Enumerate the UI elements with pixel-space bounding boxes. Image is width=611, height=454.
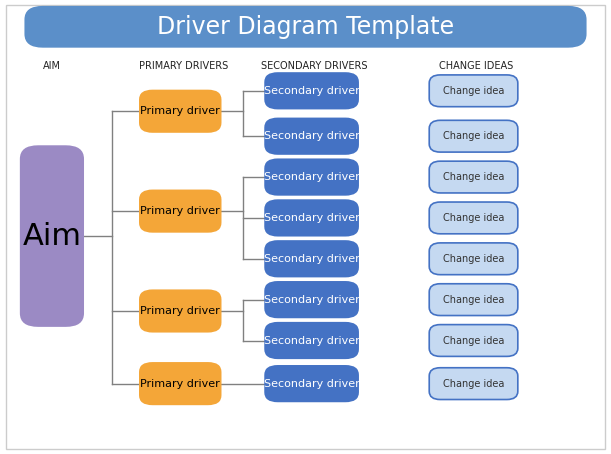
FancyBboxPatch shape xyxy=(139,290,221,332)
Text: Change idea: Change idea xyxy=(443,213,504,223)
FancyBboxPatch shape xyxy=(429,75,518,107)
FancyBboxPatch shape xyxy=(264,199,359,237)
FancyBboxPatch shape xyxy=(139,90,221,133)
FancyBboxPatch shape xyxy=(264,281,359,318)
Text: Change idea: Change idea xyxy=(443,336,504,345)
Text: Aim: Aim xyxy=(23,222,81,251)
FancyBboxPatch shape xyxy=(429,284,518,316)
FancyBboxPatch shape xyxy=(20,145,84,327)
Text: AIM: AIM xyxy=(43,61,61,71)
Text: SECONDARY DRIVERS: SECONDARY DRIVERS xyxy=(262,61,368,71)
FancyBboxPatch shape xyxy=(264,118,359,155)
Text: Secondary driver: Secondary driver xyxy=(264,213,359,223)
Text: Change idea: Change idea xyxy=(443,295,504,305)
FancyBboxPatch shape xyxy=(24,6,587,48)
Text: CHANGE IDEAS: CHANGE IDEAS xyxy=(439,61,514,71)
FancyBboxPatch shape xyxy=(264,72,359,109)
Text: Primary driver: Primary driver xyxy=(141,206,220,216)
FancyBboxPatch shape xyxy=(264,365,359,402)
Text: Secondary driver: Secondary driver xyxy=(264,86,359,96)
Text: Secondary driver: Secondary driver xyxy=(264,295,359,305)
Text: PRIMARY DRIVERS: PRIMARY DRIVERS xyxy=(139,61,228,71)
Text: Change idea: Change idea xyxy=(443,254,504,264)
FancyBboxPatch shape xyxy=(429,202,518,234)
FancyBboxPatch shape xyxy=(264,158,359,196)
Text: Secondary driver: Secondary driver xyxy=(264,172,359,182)
Text: Driver Diagram Template: Driver Diagram Template xyxy=(157,15,454,39)
FancyBboxPatch shape xyxy=(264,322,359,359)
Text: Change idea: Change idea xyxy=(443,131,504,141)
FancyBboxPatch shape xyxy=(429,325,518,356)
FancyBboxPatch shape xyxy=(429,161,518,193)
FancyBboxPatch shape xyxy=(264,240,359,277)
Text: Change idea: Change idea xyxy=(443,172,504,182)
FancyBboxPatch shape xyxy=(429,368,518,400)
FancyBboxPatch shape xyxy=(139,190,221,232)
Text: Secondary driver: Secondary driver xyxy=(264,336,359,345)
Text: Secondary driver: Secondary driver xyxy=(264,379,359,389)
Text: Change idea: Change idea xyxy=(443,86,504,96)
Text: Primary driver: Primary driver xyxy=(141,379,220,389)
Text: Secondary driver: Secondary driver xyxy=(264,254,359,264)
FancyBboxPatch shape xyxy=(139,362,221,405)
Text: Secondary driver: Secondary driver xyxy=(264,131,359,141)
Text: Change idea: Change idea xyxy=(443,379,504,389)
Text: Primary driver: Primary driver xyxy=(141,106,220,116)
FancyBboxPatch shape xyxy=(429,243,518,275)
Text: Primary driver: Primary driver xyxy=(141,306,220,316)
FancyBboxPatch shape xyxy=(429,120,518,152)
